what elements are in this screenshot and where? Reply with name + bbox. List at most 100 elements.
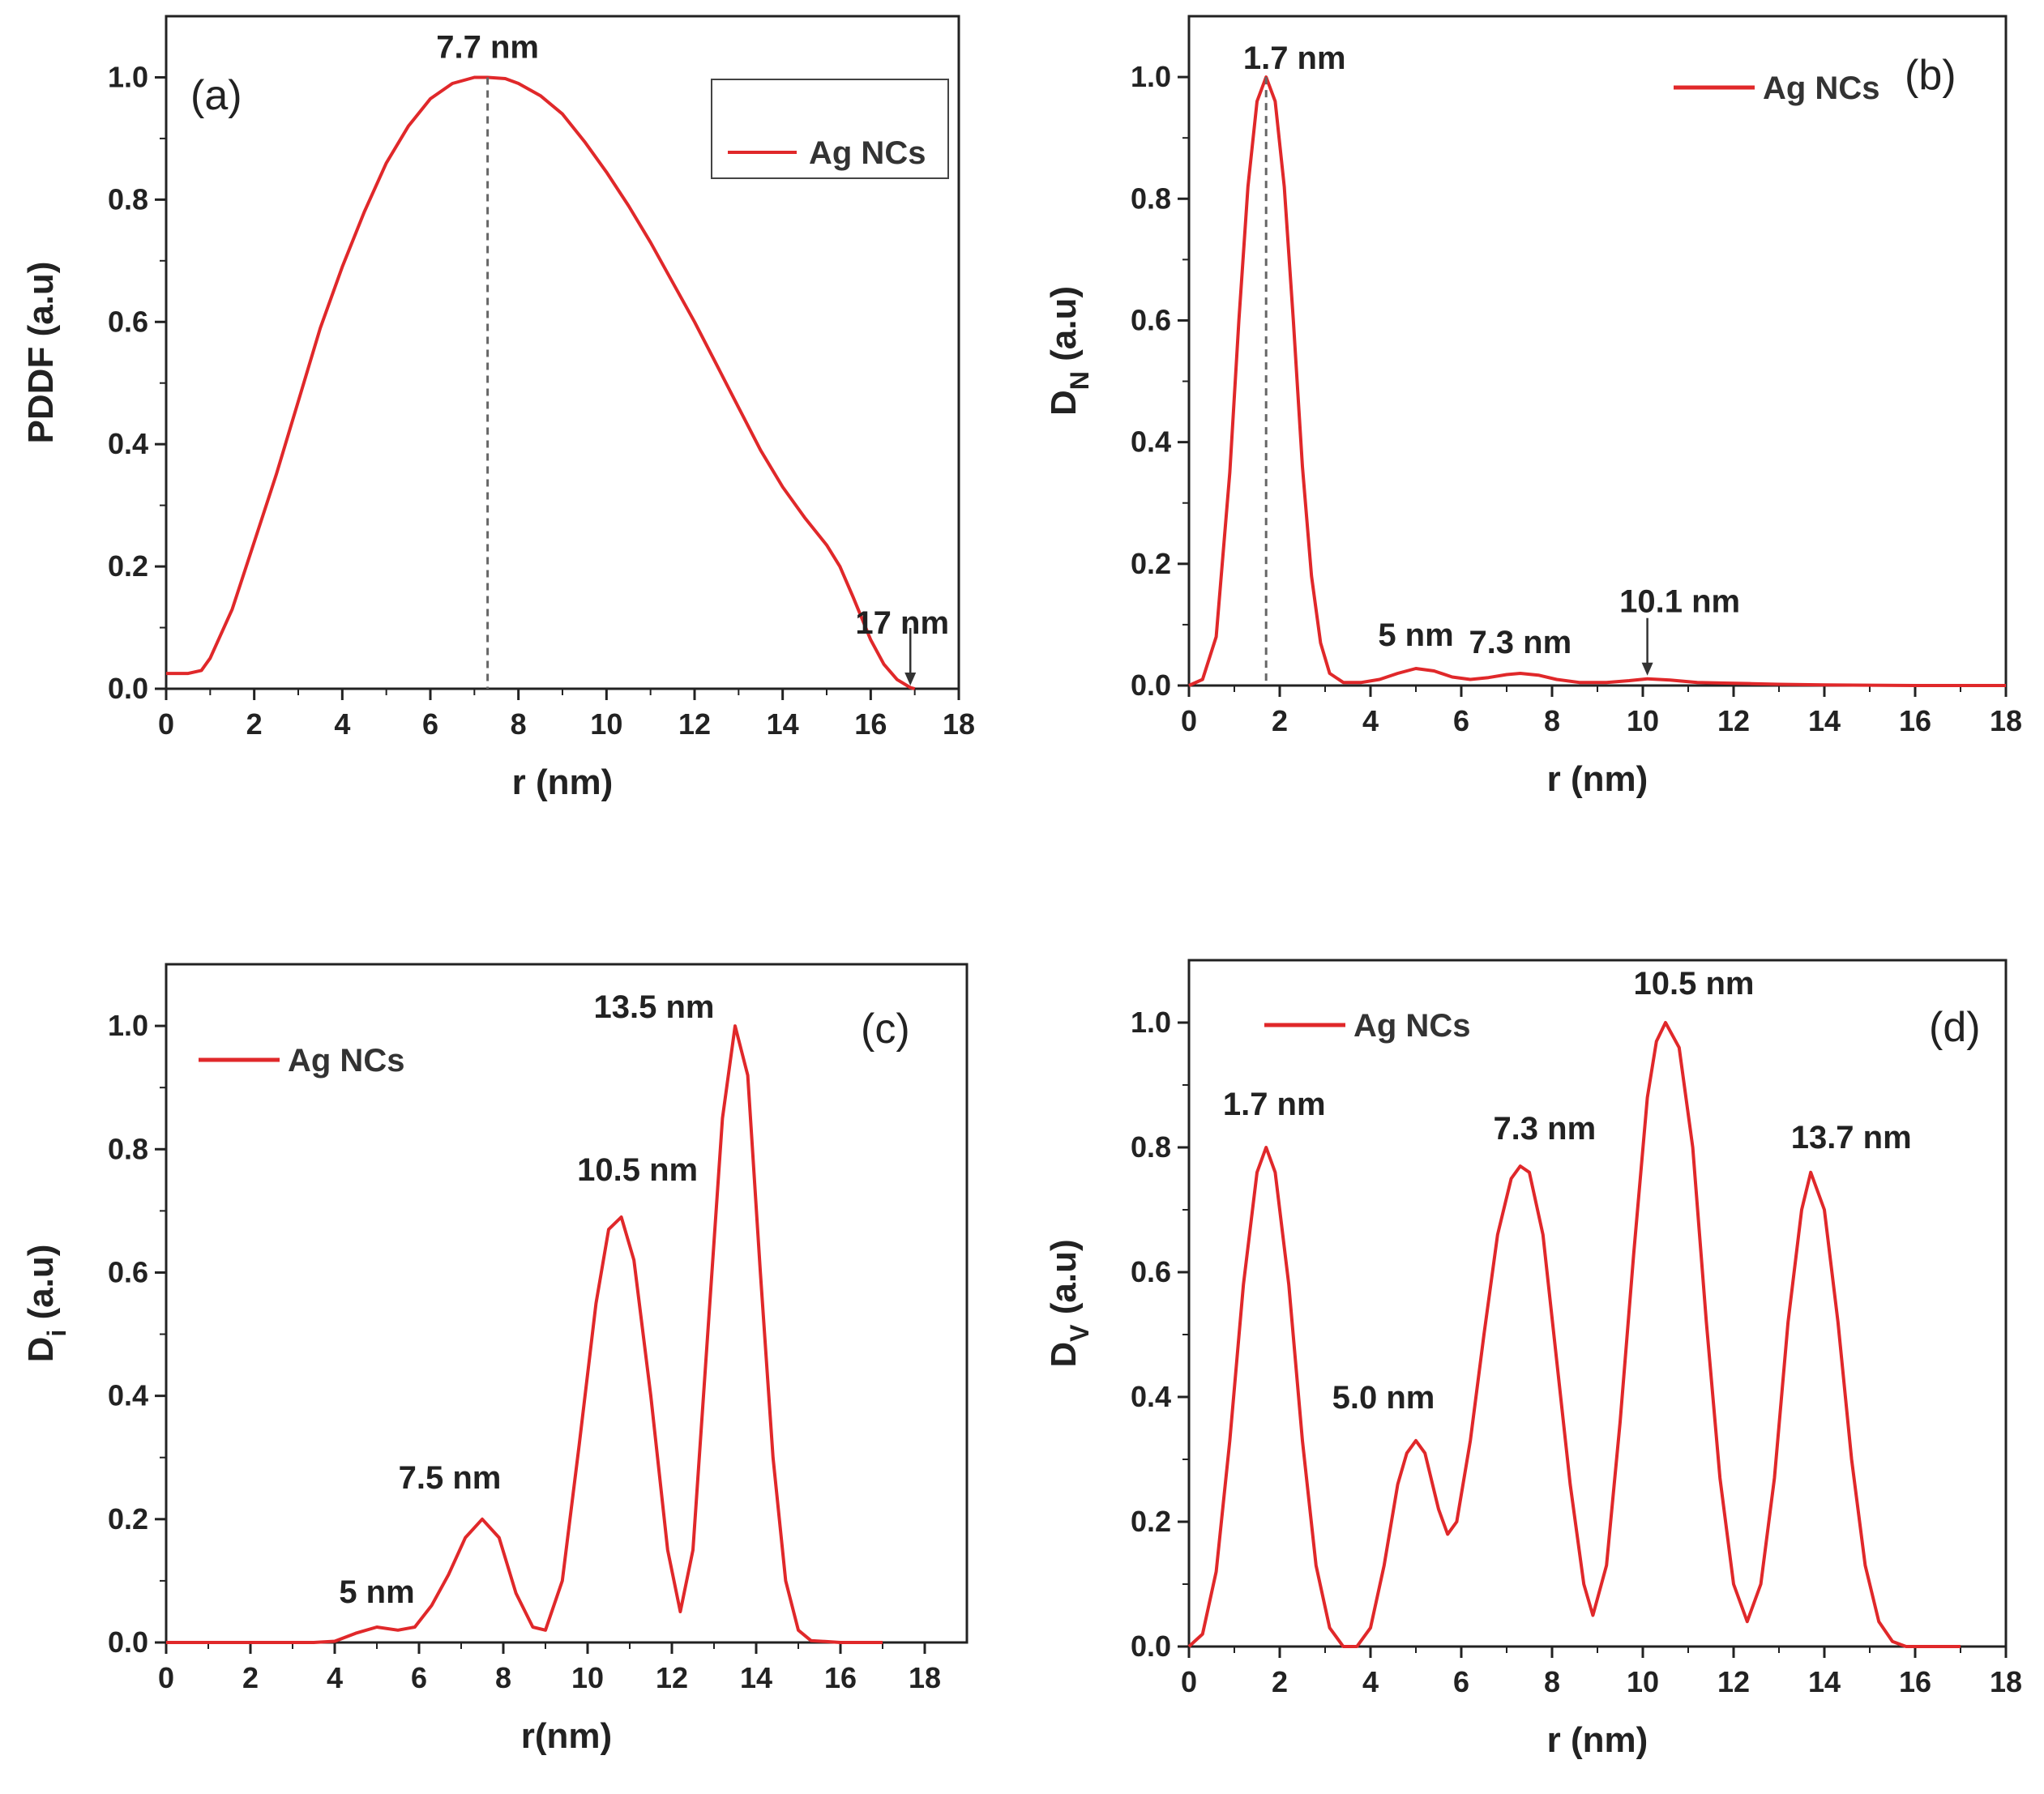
legend-label: Ag NCs (809, 135, 926, 171)
y-tick-label: 0.4 (1131, 425, 1171, 459)
y-tick-label: 0.0 (108, 1625, 148, 1659)
x-tick-label: 4 (327, 1661, 343, 1694)
x-tick-label: 8 (1544, 704, 1560, 737)
annotation-arrow-head (904, 673, 917, 686)
panel-label: (d) (1929, 1004, 1981, 1051)
y-tick-label: 0.8 (1131, 1130, 1171, 1164)
x-tick-label: 2 (242, 1661, 259, 1694)
y-tick-label: 0.8 (108, 182, 148, 216)
x-tick-label: 2 (1272, 1665, 1288, 1698)
chart-panel-c: 0 2 4 6 8 10 12 14 16 18 0.0 0.2 0.4 0.6 0.8 1.0 r(nm) Di… (21, 963, 969, 1756)
peak-annotation: 5.0 nm (1332, 1380, 1435, 1416)
y-tick-label: 0.8 (108, 1132, 148, 1165)
x-axis-title: r (nm) (1547, 759, 1648, 799)
x-tick-label: 14 (767, 707, 799, 741)
peak-annotation: 10.5 nm (577, 1152, 698, 1188)
plot-frame (1187, 959, 2008, 1648)
y-axis-title: PDDF (a.u) (21, 262, 61, 444)
x-axis-title: r (nm) (512, 762, 614, 802)
x-tick-label: 6 (422, 707, 438, 741)
x-tick-label: 10 (571, 1661, 604, 1694)
y-tick-label: 0.0 (108, 672, 148, 705)
x-tick-label: 14 (740, 1661, 772, 1694)
x-tick-label: 18 (1990, 704, 2022, 737)
peak-annotation: 1.7 nm (1243, 41, 1346, 76)
peak-annotation: 5 nm (339, 1574, 414, 1610)
chart-panel-a: 0 2 4 6 8 10 12 14 16 18 0.0 0.2 0.4 0.6 0.8 1.0 r (nm) P… (21, 15, 975, 802)
peak-annotation: 7.3 nm (1493, 1111, 1596, 1147)
peak-annotation: 5 nm (1378, 617, 1453, 653)
peak-annotation: 7.3 nm (1469, 625, 1571, 660)
peak-annotation: 17 nm (855, 605, 949, 641)
legend-label: Ag NCs (288, 1043, 404, 1079)
peak-annotation: 7.7 nm (436, 29, 539, 65)
panel-label: (a) (190, 72, 242, 119)
y-tick-label: 0.6 (108, 1255, 148, 1288)
x-tick-label: 16 (1899, 704, 1931, 737)
y-tick-label: 1.0 (108, 60, 148, 93)
y-tick-label: 0.4 (108, 1379, 148, 1412)
x-tick-label: 6 (1453, 704, 1469, 737)
y-tick-label: 0.6 (1131, 303, 1171, 336)
y-axis-title: DV (a.u) (1044, 1239, 1094, 1367)
chart-panel-d: 0 2 4 6 8 10 12 14 16 18 0.0 0.2 0.4 0.6 0.8 1.0 r (nm) D… (1044, 959, 2022, 1760)
y-tick-label: 0.4 (108, 427, 148, 460)
x-tick-label: 12 (1717, 704, 1750, 737)
y-tick-label: 0.8 (1131, 182, 1171, 215)
y-tick-label: 1.0 (1131, 1006, 1171, 1039)
peak-annotation: 13.5 nm (594, 989, 715, 1025)
legend-box (711, 79, 949, 179)
x-tick-label: 10 (1627, 1665, 1659, 1698)
x-tick-label: 0 (1181, 1665, 1197, 1698)
legend-label: Ag NCs (1353, 1008, 1470, 1044)
y-axis-title-units: (a.u) (21, 1245, 61, 1330)
series-line-ag-ncs (166, 75, 916, 690)
plot-frame (165, 963, 969, 1644)
series-line-ag-ncs (1188, 75, 2006, 687)
y-axis-title: Di (a.u) (21, 1245, 71, 1363)
y-tick-label: 0.2 (1131, 1505, 1171, 1538)
y-axis-title-main: D (21, 1337, 61, 1363)
x-tick-label: 16 (824, 1661, 857, 1694)
panel-label: (b) (1905, 52, 1956, 99)
chart-panel-b: 0 2 4 6 8 10 12 14 16 18 0.0 0.2 0.4 0.6 0.8 1.0 r (nm) D… (1044, 15, 2022, 799)
x-tick-label: 16 (1899, 1665, 1931, 1698)
peak-annotation: 7.5 nm (399, 1460, 502, 1496)
y-axis-title-subscript: i (42, 1330, 71, 1337)
x-tick-label: 6 (411, 1661, 427, 1694)
y-tick-label: 1.0 (1131, 60, 1171, 93)
series-line-ag-ncs (1187, 1021, 1961, 1648)
y-tick-label: 0.6 (108, 305, 148, 338)
x-tick-label: 2 (1272, 704, 1288, 737)
annotation-arrow-head (1641, 662, 1653, 676)
y-tick-label: 0.0 (1131, 668, 1171, 702)
legend-label: Ag NCs (1763, 70, 1879, 106)
y-axis-title-units: (a.u) (1044, 286, 1084, 371)
peak-annotation: 1.7 nm (1223, 1087, 1326, 1122)
x-tick-label: 4 (334, 707, 350, 741)
x-tick-label: 10 (1627, 704, 1659, 737)
x-axis-title: r (nm) (1547, 1720, 1648, 1760)
x-tick-label: 4 (1362, 704, 1379, 737)
x-tick-label: 18 (1990, 1665, 2022, 1698)
peak-annotation: 10.1 nm (1619, 584, 1740, 620)
y-tick-label: 0.4 (1131, 1380, 1171, 1413)
y-axis-title-units: (a.u) (1044, 1239, 1084, 1324)
x-tick-label: 8 (511, 707, 527, 741)
y-axis-title-main: D (1044, 390, 1084, 416)
peak-annotation: 10.5 nm (1634, 966, 1755, 1002)
x-tick-label: 18 (909, 1661, 941, 1694)
panel-label: (c) (861, 1006, 910, 1053)
x-tick-label: 8 (1544, 1665, 1560, 1698)
x-tick-label: 2 (246, 707, 263, 741)
series-line-ag-ncs (166, 1024, 883, 1644)
y-tick-label: 0.2 (108, 549, 148, 583)
peak-annotation: 13.7 nm (1791, 1120, 1912, 1155)
y-axis-title-subscript: V (1065, 1324, 1094, 1342)
y-tick-label: 0.2 (108, 1502, 148, 1536)
y-axis-title-subscript: N (1065, 371, 1094, 390)
x-tick-label: 12 (656, 1661, 688, 1694)
y-tick-label: 0.0 (1131, 1630, 1171, 1663)
x-tick-label: 12 (1717, 1665, 1750, 1698)
